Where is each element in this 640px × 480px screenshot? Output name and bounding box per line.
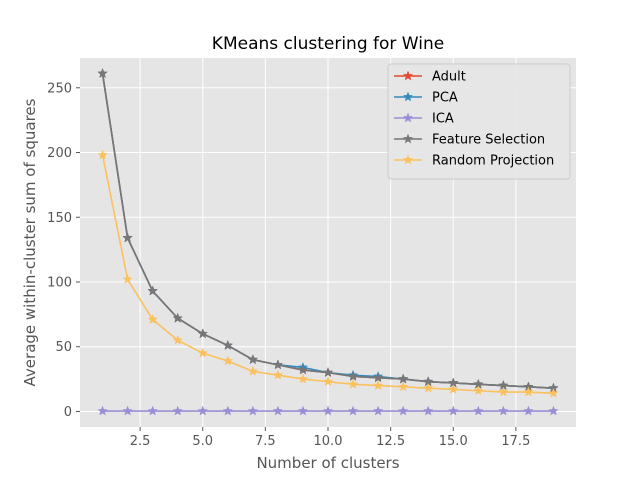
data-point [548,387,559,398]
data-point [197,405,208,416]
x-tick-label: 12.5 [376,434,405,449]
series-feature-selection [97,68,559,393]
y-tick-label: 0 [64,405,72,420]
data-point [347,378,359,389]
x-tick-label: 5.0 [192,434,213,449]
data-point [473,385,484,396]
data-point [523,386,534,397]
data-point [172,312,183,323]
series-ica [97,405,559,416]
legend-entry: ICA [394,112,454,127]
legend-marker [402,112,414,123]
legend-label: Adult [432,70,466,85]
data-point [422,405,434,416]
data-point [297,364,309,375]
y-tick-label: 150 [47,211,72,226]
data-point [448,383,459,394]
data-point [347,405,359,416]
y-axis-ticks: 0 50 100 150 200 250 [47,81,80,420]
data-point [272,369,284,380]
data-point [247,365,259,376]
data-point [97,149,108,160]
data-point [297,405,309,416]
data-point [147,285,158,296]
x-tick-label: 10.0 [314,434,343,449]
x-tick-label: 17.5 [501,434,530,449]
data-point [548,405,559,416]
data-point [322,376,334,387]
data-point [523,405,534,416]
legend-label: Random Projection [432,154,554,169]
legend-entry: PCA [394,91,458,106]
data-point [222,405,234,416]
legend-entry: Random Projection [394,154,554,169]
legend-marker [402,154,414,165]
data-point [498,386,509,397]
data-point [372,372,384,383]
legend-label: PCA [432,91,458,106]
data-point [197,328,208,339]
legend: Adult PCA ICA Feature Selection Random Proje… [387,63,571,180]
x-tick-label: 2.5 [130,434,151,449]
data-point [97,405,108,416]
data-point [272,405,284,416]
legend-entry: Feature Selection [394,133,545,148]
legend-label: ICA [432,112,454,127]
y-tick-label: 200 [47,146,72,161]
chart-title: KMeans clustering for Wine [212,34,444,54]
data-point [122,273,133,284]
legend-box [387,63,571,180]
data-point [147,314,158,324]
data-point [397,373,409,384]
series-random-projection [97,149,559,398]
data-point [122,232,133,243]
data-point [147,405,158,416]
y-tick-label: 50 [55,340,72,355]
data-point [297,373,309,384]
data-point [397,405,409,416]
data-point [197,347,208,358]
data-point [247,405,259,416]
data-point [172,334,183,345]
legend-marker [402,70,414,81]
data-point [372,405,384,416]
data-point [322,405,334,416]
data-point [222,355,234,366]
data-point [122,405,133,416]
data-point [347,370,359,381]
x-axis-ticks: 2.5 5.0 7.5 10.0 12.5 15.0 17.5 [130,427,530,449]
legend-entry: Adult [394,70,466,85]
legend-marker [402,91,414,102]
series-layer [97,68,559,416]
legend-marker [402,133,414,144]
data-point [272,359,284,370]
x-axis-label: Number of clusters [256,454,399,472]
x-tick-label: 7.5 [255,434,276,449]
data-point [322,367,334,378]
y-axis-label: Average within-cluster sum of squares [21,98,39,386]
x-tick-label: 15.0 [439,434,468,449]
data-point [422,382,434,393]
data-point [448,405,459,416]
data-point [97,68,108,78]
data-point [372,380,384,391]
data-point [247,354,259,365]
legend-label: Feature Selection [432,133,545,148]
data-point [498,405,509,416]
y-tick-label: 250 [47,81,72,96]
data-point [172,405,183,416]
data-point [397,381,409,392]
data-point [222,339,234,350]
data-point [473,405,484,416]
y-tick-label: 100 [47,275,72,290]
